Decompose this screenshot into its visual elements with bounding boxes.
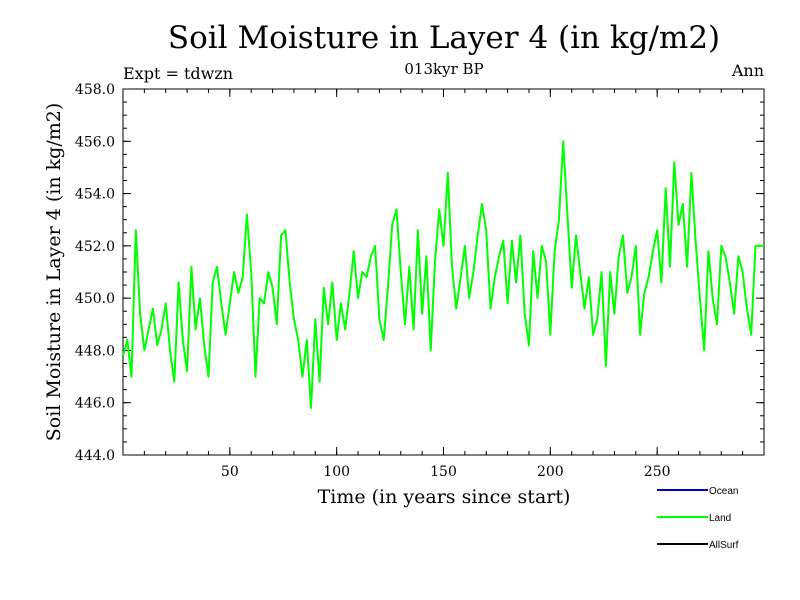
legend-label-allsurf: AllSurf [709, 540, 739, 551]
y-tick-label: 452.0 [75, 239, 115, 255]
y-axis: 444.0 446.0 448.0 450.0 452.0 454.0 456.0 458.0 [75, 82, 764, 464]
experiment-label: Expt = tdwzn [123, 64, 233, 83]
x-axis-label: Time (in years since start) [318, 486, 571, 508]
y-tick-label: 456.0 [75, 134, 115, 150]
x-axis: 50 100 150 200 250 [221, 89, 671, 480]
x-tick-label: 100 [323, 464, 350, 480]
x-tick-label: 200 [537, 464, 564, 480]
y-tick-label: 450.0 [75, 291, 115, 307]
x-tick-label: 250 [644, 464, 671, 480]
x-tick-label: 150 [430, 464, 457, 480]
y-tick-label: 444.0 [75, 448, 115, 464]
minor-ticks [123, 88, 764, 456]
legend-label-ocean: Ocean [709, 486, 738, 497]
y-tick-label: 454.0 [75, 187, 115, 203]
y-tick-label: 458.0 [75, 82, 115, 98]
chart-subtitle: 013kyr BP [404, 60, 483, 78]
series-layer [122, 140, 764, 409]
legend: Ocean Land AllSurf [657, 486, 739, 551]
chart-title: Soil Moisture in Layer 4 (in kg/m2) [168, 20, 720, 56]
y-tick-label: 448.0 [75, 343, 115, 359]
season-label: Ann [731, 61, 764, 80]
x-tick-label: 50 [221, 464, 239, 480]
series-line-land [122, 140, 764, 409]
legend-label-land: Land [709, 513, 731, 524]
y-axis-label: Soil Moisture in Layer 4 (in kg/m2) [43, 103, 65, 442]
y-tick-label: 446.0 [75, 396, 115, 412]
plot-frame [122, 88, 765, 456]
